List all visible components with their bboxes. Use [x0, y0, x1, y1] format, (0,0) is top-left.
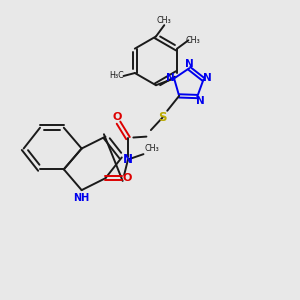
Text: N: N: [196, 96, 205, 106]
Text: S: S: [158, 111, 167, 124]
Text: N: N: [203, 73, 212, 83]
Text: O: O: [122, 173, 132, 183]
Text: CH₃: CH₃: [185, 36, 200, 45]
Text: N: N: [166, 74, 175, 83]
Text: N: N: [185, 59, 194, 69]
Text: H₃C: H₃C: [109, 71, 124, 80]
Text: NH: NH: [73, 193, 89, 202]
Text: O: O: [112, 112, 122, 122]
Text: N: N: [123, 153, 133, 166]
Text: CH₃: CH₃: [157, 16, 172, 25]
Text: CH₃: CH₃: [145, 144, 160, 153]
